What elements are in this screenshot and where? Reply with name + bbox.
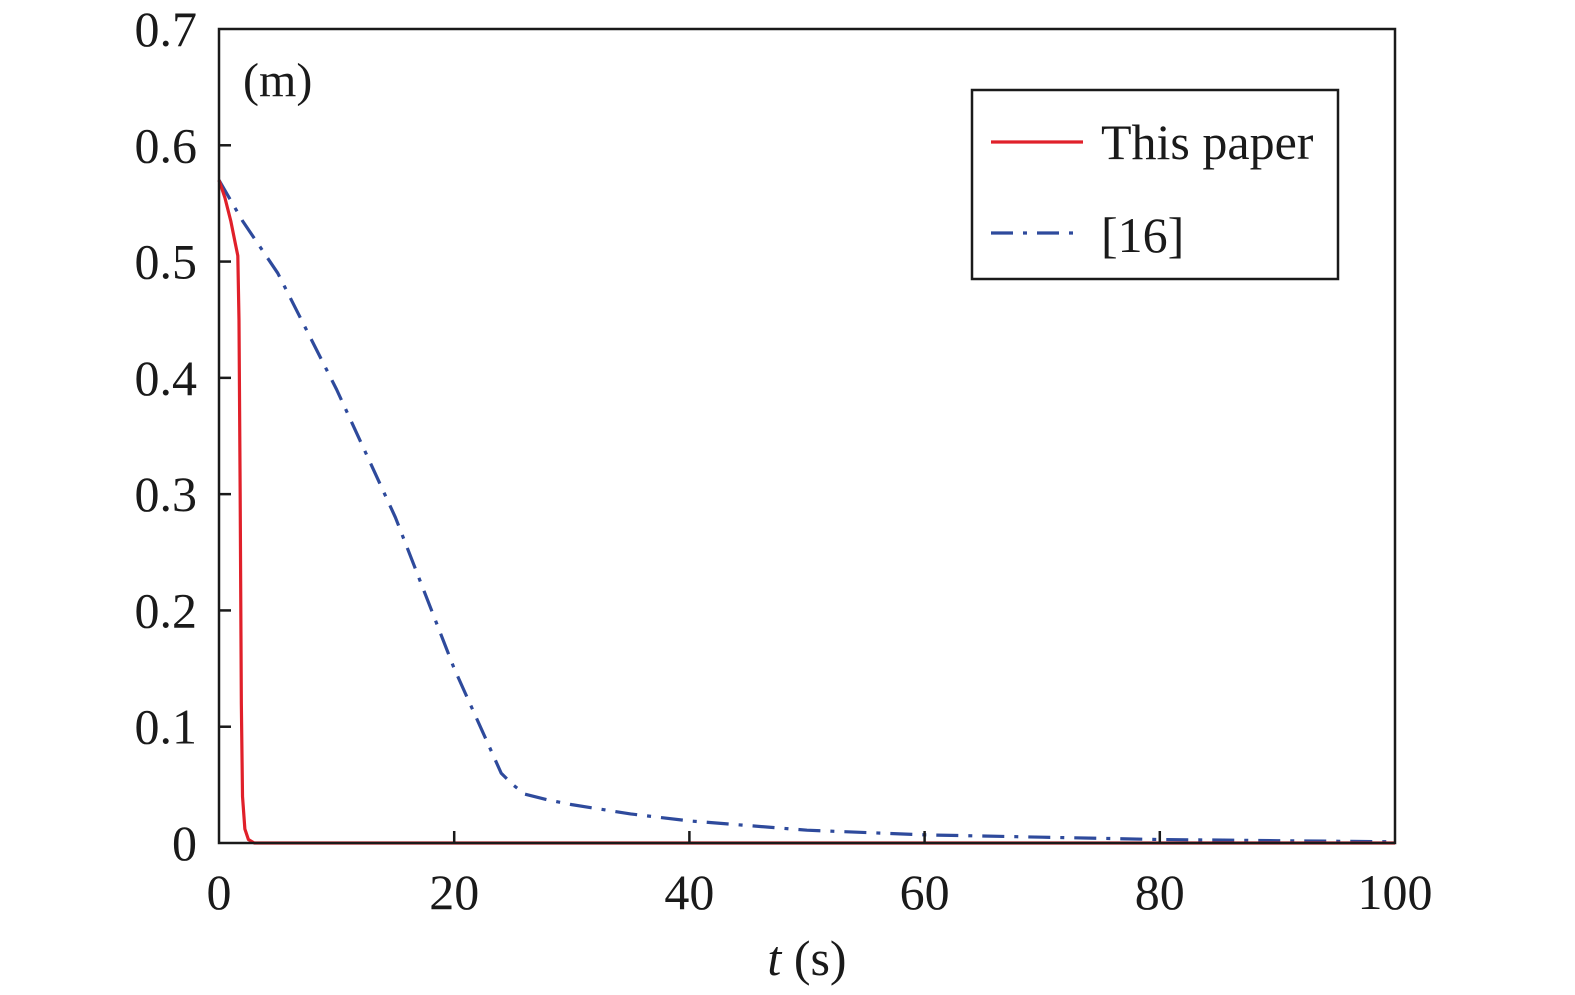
- legend-entry-ref-16: [16]: [1101, 207, 1184, 263]
- legend: This paper [16]: [970, 88, 1340, 281]
- plot-frame: [217, 27, 1397, 845]
- y-tick-label: 0.6: [135, 117, 198, 173]
- x-axis-label: t (s): [767, 930, 846, 986]
- legend-entry-this-paper: This paper: [1101, 114, 1314, 170]
- y-tick-label: 0.1: [135, 699, 198, 755]
- y-tick-label: 0.7: [135, 1, 198, 57]
- series-line-ref-16: [217, 179, 1396, 844]
- x-tick-label: 100: [1358, 864, 1433, 920]
- y-tick-label: 0.4: [135, 350, 198, 406]
- x-tick-label: 80: [1135, 864, 1185, 920]
- x-tick-label: 20: [429, 864, 479, 920]
- x-tick-label: 40: [664, 864, 714, 920]
- panel-label: (m): [243, 54, 312, 107]
- x-axis-unit: (s): [781, 930, 846, 986]
- x-tick-label: 60: [900, 864, 950, 920]
- y-tick-label: 0.2: [135, 582, 198, 638]
- y-tick-label: 0: [172, 815, 197, 871]
- x-axis: 0 20 40 60 80 100: [207, 831, 1433, 920]
- y-axis: 0 0.1 0.2 0.3 0.4 0.5 0.6 0.7: [135, 1, 231, 871]
- x-axis-variable: t: [767, 930, 782, 986]
- legend-box: [970, 88, 1340, 281]
- y-tick-label: 0.3: [135, 466, 198, 522]
- y-tick-label: 0.5: [135, 234, 198, 290]
- x-tick-label: 0: [207, 864, 232, 920]
